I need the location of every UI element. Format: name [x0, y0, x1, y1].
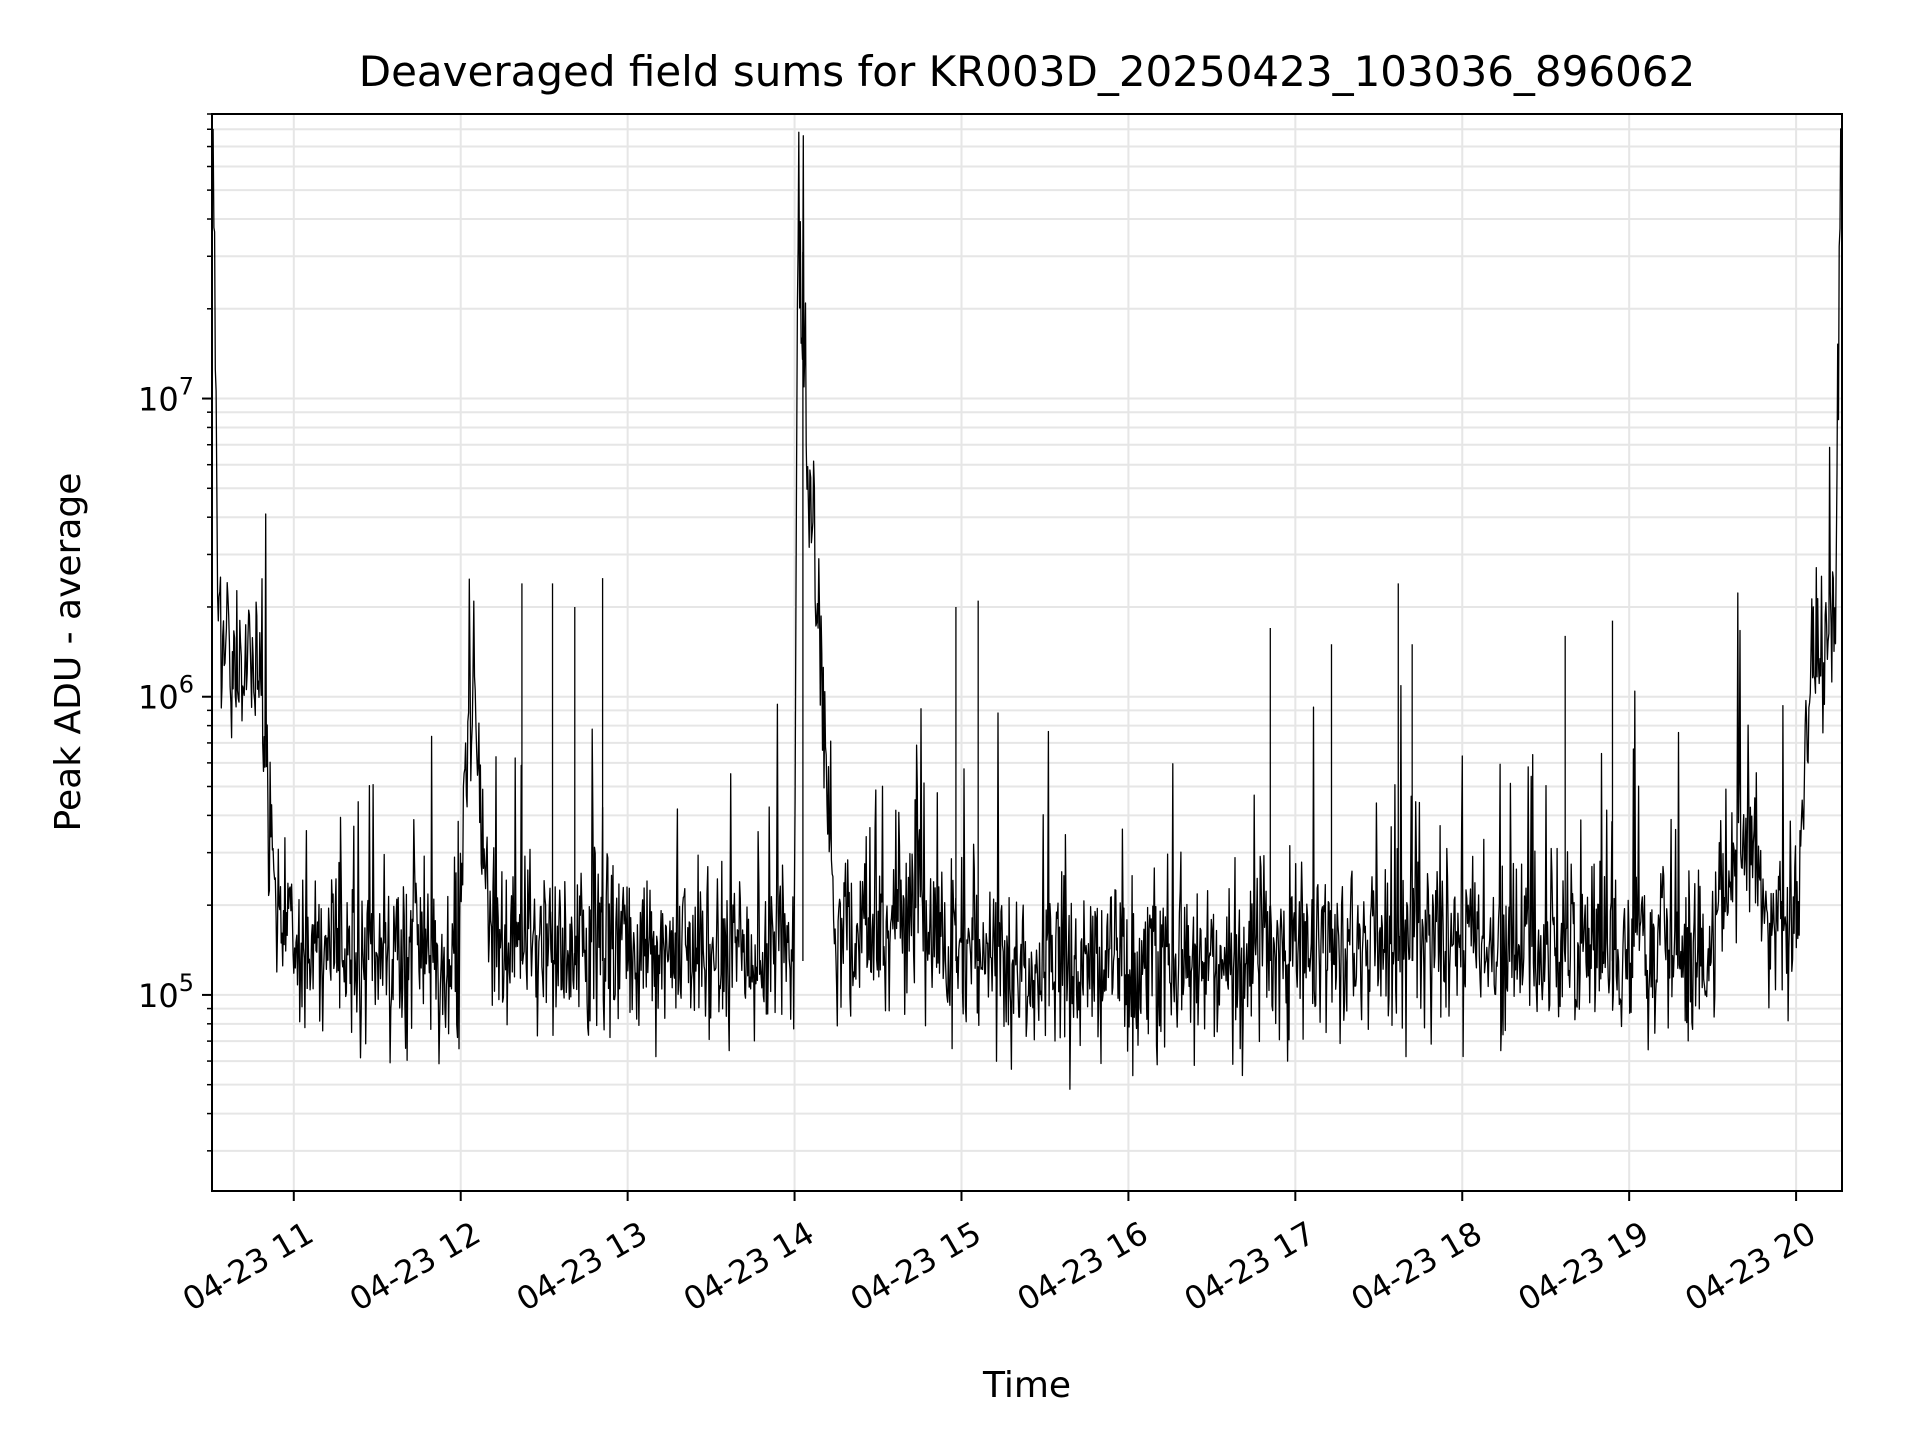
- axes-frame: [211, 113, 1843, 1192]
- y-tick-label: 106: [138, 671, 194, 717]
- chart-title: Deaveraged field sums for KR003D_2025042…: [359, 47, 1696, 96]
- x-axis-label: Time: [982, 1365, 1071, 1406]
- series-line: [212, 128, 1842, 1090]
- plot-area: [212, 128, 1842, 1090]
- y-axis-label: Peak ADU - average: [48, 473, 89, 832]
- y-tick-label: 105: [138, 969, 194, 1015]
- grid: [212, 113, 1842, 1191]
- y-tick-label: 107: [138, 373, 194, 419]
